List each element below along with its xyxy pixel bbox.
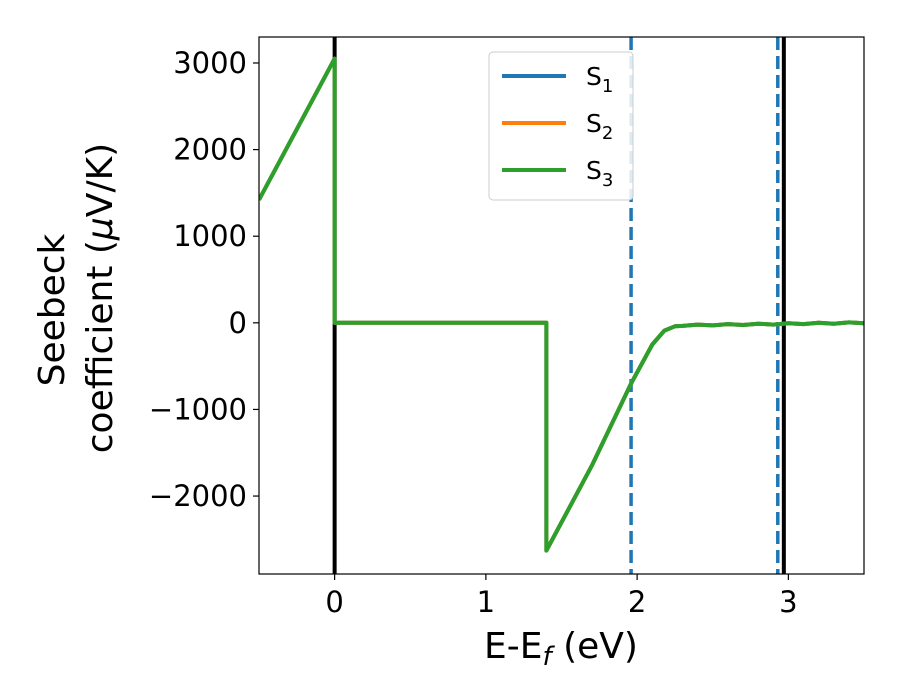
y-tick-label: 1000	[173, 219, 247, 253]
legend-label-subscript: 1	[602, 76, 613, 97]
x-tick-label: 3	[779, 585, 797, 619]
legend-label-subscript: 2	[602, 123, 613, 144]
series-line-3	[259, 56, 864, 553]
x-axis-title-main: E-E	[484, 626, 542, 667]
legend-label-main: S	[586, 156, 602, 185]
legend-label-main: S	[586, 62, 602, 91]
legend-label-2: S2	[586, 109, 613, 144]
y-tick-label: 3000	[173, 46, 247, 80]
legend-label-subscript: 3	[602, 170, 613, 191]
y-axis-title-prefix: coefficient (	[80, 240, 121, 453]
x-tick-label: 2	[628, 585, 646, 619]
y-tick-label: 2000	[173, 133, 247, 167]
x-tick-label: 1	[477, 585, 495, 619]
series-lines	[259, 56, 864, 553]
y-axis-title-line2: coefficient (μV/K)	[80, 143, 121, 453]
y-tick-label: −2000	[149, 479, 247, 513]
y-axis-title-unit: V/K)	[80, 143, 121, 217]
x-axis-title: E-Ef (eV)	[484, 626, 638, 672]
y-axis-title-mu: μ	[80, 217, 121, 241]
y-axis-title-line1: Seebeck	[32, 233, 73, 386]
plot-frame	[258, 36, 865, 575]
x-tick-label: 0	[325, 585, 343, 619]
legend-label-1: S1	[586, 62, 613, 97]
legend-box	[488, 51, 634, 201]
y-axis-ticks: −2000 −1000 0 1000 2000 3000	[149, 46, 259, 513]
legend-label-3: S3	[586, 156, 613, 191]
x-axis-ticks: 0 1 2 3	[325, 574, 798, 619]
legend-label-main: S	[586, 109, 602, 138]
x-axis-title-unit: (eV)	[552, 626, 638, 667]
y-tick-label: 0	[229, 306, 247, 340]
y-tick-label: −1000	[149, 392, 247, 426]
